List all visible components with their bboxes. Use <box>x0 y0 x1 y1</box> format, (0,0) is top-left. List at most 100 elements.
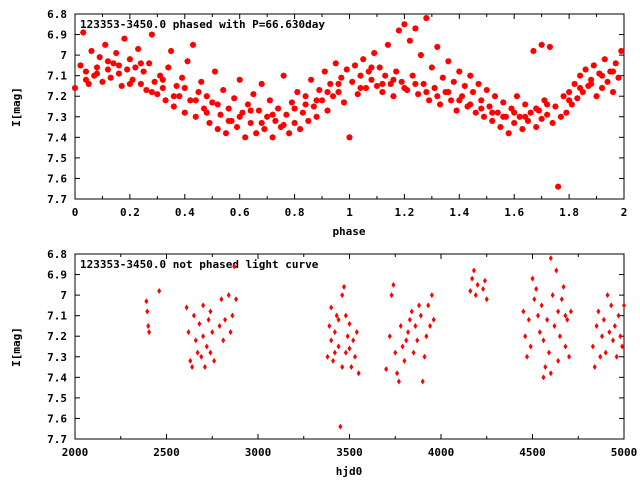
unphased-data-point <box>396 378 401 385</box>
phased-data-point <box>313 97 320 104</box>
unphased-data-point <box>596 308 601 315</box>
unphased-data-point <box>345 333 350 340</box>
phased-y-axis-label: I[mag] <box>10 87 23 127</box>
unphased-data-point <box>523 333 528 340</box>
phased-y-tick-label: 6.8 <box>47 8 67 21</box>
unphased-y-tick-label: 7.1 <box>47 310 67 323</box>
phased-data-point <box>362 84 370 92</box>
unphased-data-point <box>144 298 149 305</box>
unphased-y-tick-label: 7.5 <box>47 392 67 405</box>
phased-data-point <box>269 111 276 118</box>
phased-data-point <box>126 56 134 63</box>
phased-x-tick-label: 0.8 <box>285 206 305 219</box>
unphased-data-point <box>424 333 429 340</box>
phased-data-point <box>77 62 84 69</box>
phased-data-point <box>214 101 221 108</box>
phased-x-tick-label: 1.8 <box>559 206 579 219</box>
phased-data-point <box>533 105 540 112</box>
phased-data-point <box>335 88 342 96</box>
unphased-data-point <box>543 364 548 371</box>
phased-data-point <box>198 78 205 85</box>
unphased-chart-title: 123353-3450.0 not phased light curve <box>80 258 319 271</box>
phased-data-point <box>486 103 493 110</box>
phased-data-point <box>494 109 501 116</box>
unphased-data-point <box>332 349 337 356</box>
unphased-data-point <box>402 357 407 364</box>
phased-data-point <box>351 62 359 69</box>
phased-data-point <box>113 49 120 57</box>
unphased-data-point <box>336 316 341 323</box>
unphased-y-tick-label: 7.7 <box>47 433 67 446</box>
phased-data-point <box>609 68 617 75</box>
phased-data-point <box>291 119 298 127</box>
phased-data-point <box>478 105 485 112</box>
phased-data-point <box>546 43 554 51</box>
phased-data-point <box>409 72 416 79</box>
phased-data-point <box>225 105 232 112</box>
unphased-data-point <box>201 333 206 340</box>
phased-data-point <box>467 72 474 79</box>
phased-data-point <box>393 68 400 75</box>
unphased-data-point <box>607 329 612 336</box>
phased-data-point <box>302 101 309 108</box>
phased-data-point <box>263 113 271 120</box>
unphased-data-point <box>146 322 151 329</box>
unphased-data-point <box>420 378 425 385</box>
phased-x-tick-label: 0.4 <box>175 206 195 219</box>
unphased-data-point <box>530 275 535 282</box>
phased-data-point <box>469 88 477 96</box>
unphased-data-point <box>352 353 357 360</box>
phased-data-point <box>291 105 298 112</box>
unphased-data-point <box>484 296 489 303</box>
unphased-data-point <box>199 353 204 360</box>
phased-data-point <box>148 31 156 38</box>
unphased-data-point <box>188 357 193 364</box>
unphased-data-point <box>429 292 434 299</box>
unphased-data-point <box>331 357 336 364</box>
unphased-data-point <box>406 329 411 336</box>
phased-data-point <box>371 49 378 57</box>
unphased-data-point <box>422 353 427 360</box>
phased-data-point <box>324 107 331 114</box>
unphased-data-point <box>471 267 476 274</box>
phased-data-point <box>357 84 364 92</box>
phased-data-point <box>390 76 397 83</box>
unphased-data-point <box>157 288 162 294</box>
phased-data-point <box>170 103 177 110</box>
unphased-data-point <box>226 292 231 299</box>
unphased-data-point <box>592 364 597 371</box>
phased-data-point <box>104 58 112 65</box>
phased-data-point <box>250 91 257 98</box>
unphased-data-point <box>212 357 217 364</box>
unphased-y-axis-label: I[mag] <box>10 327 23 367</box>
phased-data-point <box>233 123 241 131</box>
phased-data-point <box>154 91 161 98</box>
phased-data-point <box>412 80 419 88</box>
phased-data-point <box>151 78 158 85</box>
phased-data-point <box>283 111 290 118</box>
unphased-y-tick-label: 7.6 <box>47 412 67 425</box>
phased-data-point <box>145 60 153 67</box>
unphased-data-point <box>230 312 235 319</box>
phased-x-axis-label: phase <box>332 225 365 238</box>
unphased-data-point <box>208 308 213 315</box>
phased-data-point <box>522 101 529 108</box>
phased-data-point <box>543 101 551 108</box>
phased-data-point <box>472 109 479 116</box>
phased-data-point <box>431 84 438 92</box>
phased-data-point <box>511 109 518 116</box>
unphased-data-point <box>186 329 191 336</box>
phased-data-point <box>132 64 139 71</box>
unphased-data-point <box>603 349 608 356</box>
unphased-x-tick-label: 3000 <box>245 446 272 459</box>
phased-y-tick-label: 7.4 <box>47 131 67 144</box>
phased-data-point <box>456 68 463 75</box>
phased-chart-title: 123353-3450.0 phased with P=66.630day <box>80 18 325 31</box>
phased-data-point <box>373 82 381 90</box>
unphased-data-point <box>532 296 537 303</box>
unphased-data-point <box>609 302 614 309</box>
phased-data-point <box>338 74 345 81</box>
phased-data-point <box>222 130 230 137</box>
unphased-y-tick-label: 6.8 <box>47 248 67 261</box>
phased-data-point <box>417 51 425 59</box>
